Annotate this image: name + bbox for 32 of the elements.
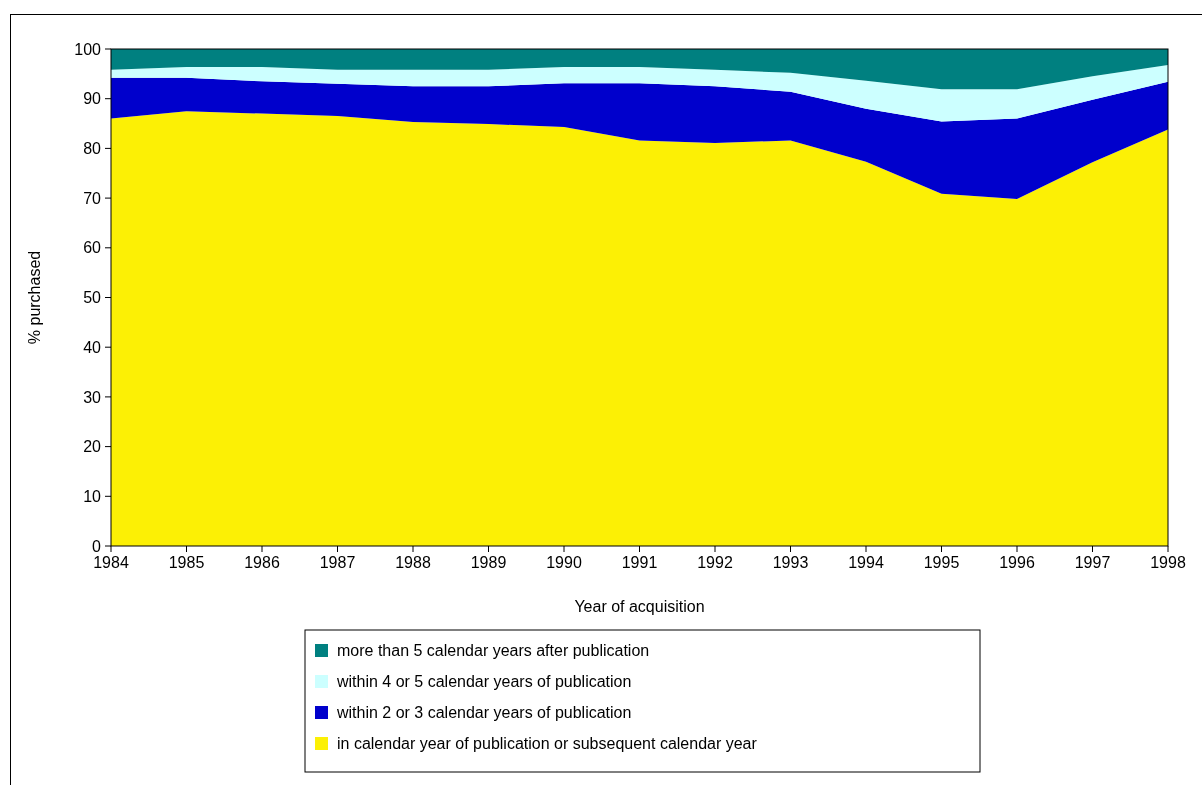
x-tick-label: 1995	[923, 554, 960, 571]
y-tick-label: 60	[83, 239, 102, 257]
y-axis-title: % purchased	[26, 250, 43, 345]
y-tick-label: 0	[92, 537, 102, 555]
x-tick-label: 1985	[168, 554, 205, 571]
y-tick-label: 90	[83, 90, 102, 108]
y-tick-label: 50	[83, 289, 102, 307]
x-tick-label: 1993	[772, 554, 809, 571]
y-tick-label: 100	[74, 40, 102, 58]
x-tick-label: 1992	[697, 554, 733, 571]
legend-label: in calendar year of publication or subsequent calendar year	[337, 735, 758, 752]
x-tick-label: 1994	[848, 554, 884, 571]
y-tick-label: 80	[83, 140, 102, 157]
x-tick-label: 1997	[1074, 554, 1111, 571]
x-tick-label: 1996	[999, 554, 1035, 571]
y-tick-label: 70	[83, 189, 102, 207]
y-tick-label: 40	[83, 338, 102, 356]
x-tick-label: 1986	[244, 554, 280, 571]
legend-label: more than 5 calendar years after publication	[337, 642, 650, 659]
y-tick-label: 10	[83, 487, 102, 505]
legend-label: within 4 or 5 calendar years of publication	[336, 673, 632, 690]
x-tick-label: 1998	[1150, 554, 1186, 571]
y-tick-label: 20	[83, 438, 102, 456]
x-tick-label: 1984	[93, 554, 129, 571]
legend-label: within 2 or 3 calendar years of publication	[336, 704, 632, 721]
x-tick-label: 1987	[319, 554, 356, 571]
x-tick-label: 1989	[470, 554, 507, 571]
x-tick-label: 1991	[621, 554, 658, 571]
x-axis-title: Year of acquisition	[574, 598, 705, 615]
x-tick-label: 1988	[395, 554, 431, 571]
x-tick-label: 1990	[546, 554, 582, 571]
y-tick-label: 30	[83, 388, 102, 406]
